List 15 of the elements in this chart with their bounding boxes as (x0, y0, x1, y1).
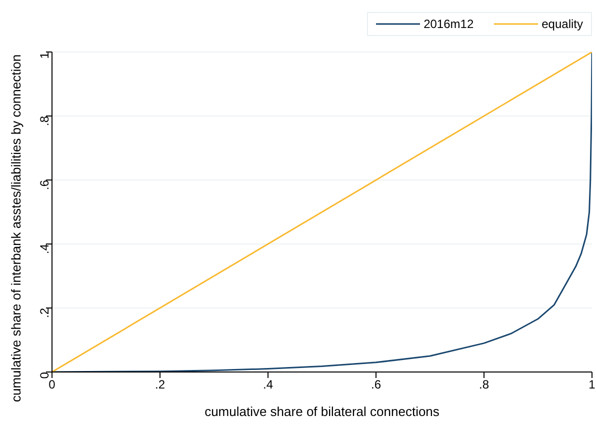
x-tick-label: .4 (262, 378, 274, 392)
y-axis-title: cumulative share of interbank asstes/liabilities by connection (8, 54, 24, 402)
x-tick-label: 1 (588, 378, 596, 392)
y-tick-label: 1 (37, 52, 52, 59)
y-tick-label: .6 (37, 180, 52, 190)
x-axis-title: cumulative share of bilateral connections (204, 404, 440, 419)
x-tick-label: .6 (370, 378, 382, 392)
legend-label: 2016m12 (422, 17, 474, 31)
x-tick-label: .8 (478, 378, 490, 392)
y-tick-label: .8 (37, 116, 52, 126)
y-tick-label: 0 (37, 372, 52, 379)
x-tick-label: .2 (154, 378, 166, 392)
y-tick-label: .4 (37, 244, 52, 254)
legend-label: equality (540, 17, 583, 31)
y-tick-label: .2 (37, 308, 52, 318)
